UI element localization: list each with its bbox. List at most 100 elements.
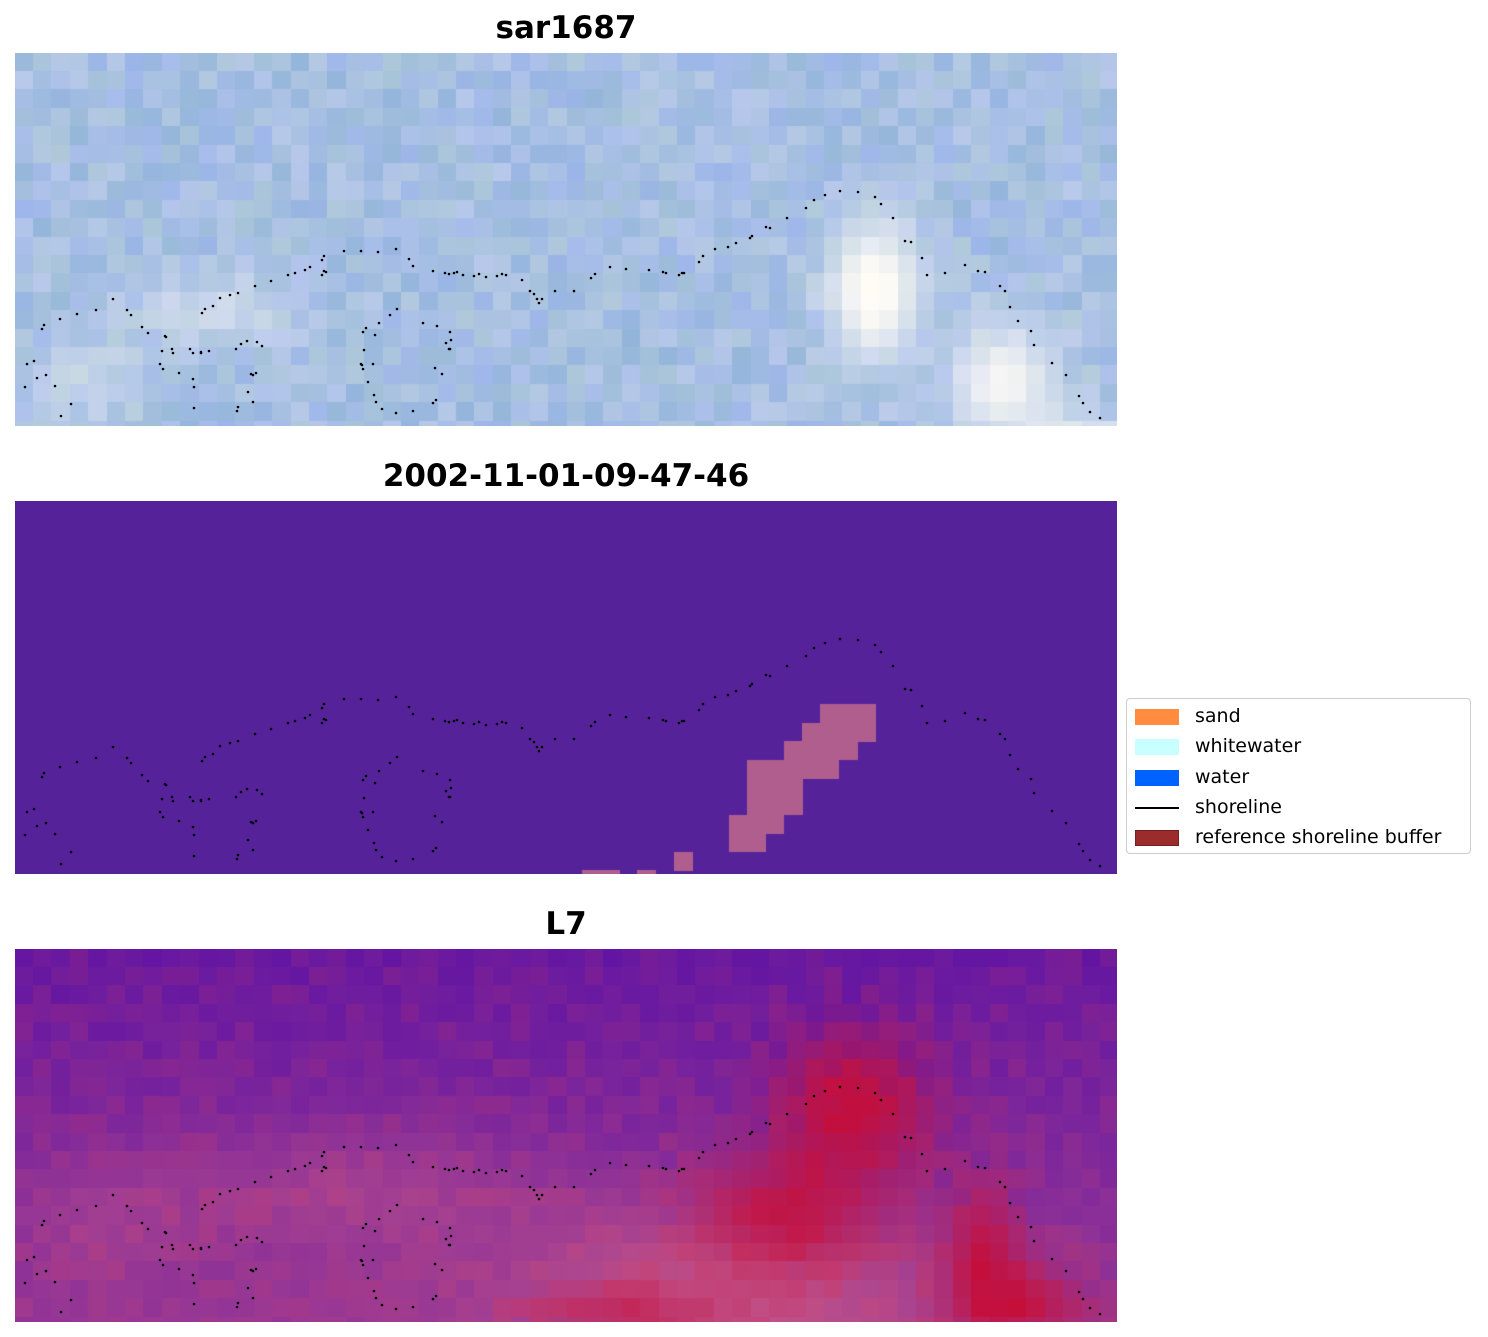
shoreline-point (461, 273, 465, 277)
shoreline-point (377, 769, 381, 773)
shoreline-point (376, 698, 380, 702)
legend-label: reference shoreline buffer (1195, 826, 1442, 848)
shoreline-point (372, 1289, 376, 1293)
shoreline-point (236, 1301, 240, 1305)
shoreline-point (25, 1258, 29, 1262)
shoreline-point (129, 313, 133, 317)
classification-image (15, 501, 1117, 874)
shoreline-point (377, 1217, 381, 1221)
shoreline-point (188, 347, 192, 351)
shoreline-point (976, 1165, 980, 1169)
shoreline-point (495, 1170, 499, 1174)
shoreline-point (320, 273, 324, 277)
shoreline-point (528, 737, 532, 741)
shoreline-point (500, 272, 504, 276)
shoreline-overlay (23, 637, 1102, 868)
shoreline-point (211, 304, 215, 308)
shoreline-point (411, 409, 415, 413)
shoreline-point (998, 732, 1002, 736)
shoreline-point (661, 1166, 665, 1170)
shoreline-point (161, 367, 165, 371)
shoreline-point (228, 1189, 232, 1193)
shoreline-point (394, 1143, 398, 1147)
shoreline-point (53, 832, 57, 836)
shoreline-point (407, 257, 411, 261)
shoreline-point (342, 1145, 346, 1149)
legend-item-sand: sand (1135, 704, 1470, 728)
shoreline-point (411, 264, 415, 268)
shoreline-point (532, 292, 536, 296)
shoreline-point (1077, 1290, 1081, 1294)
shoreline-point (251, 400, 255, 404)
shoreline-point (324, 718, 328, 722)
shoreline-point (170, 795, 174, 799)
shoreline-point (768, 1122, 772, 1126)
shoreline-point (35, 1272, 39, 1276)
shoreline-point (42, 323, 46, 327)
shoreline-point (239, 790, 243, 794)
shoreline-point (540, 745, 544, 749)
shoreline-point (785, 664, 789, 668)
shoreline-point (433, 366, 437, 370)
shoreline-point (421, 321, 425, 325)
shoreline-point (461, 721, 465, 725)
shoreline-point (320, 1154, 324, 1158)
shoreline-point (376, 1146, 380, 1150)
shoreline-point (435, 772, 439, 776)
shoreline-point (44, 373, 48, 377)
shoreline-point (856, 190, 860, 194)
shoreline-point (366, 1276, 370, 1280)
shoreline-point (537, 301, 541, 305)
shoreline-point (235, 1305, 239, 1309)
shoreline-point (69, 402, 73, 406)
shoreline-point (500, 720, 504, 724)
shoreline-point (540, 297, 544, 301)
shoreline-point (251, 1269, 255, 1273)
shoreline-point (1032, 791, 1036, 795)
shoreline-point (322, 702, 326, 706)
shoreline-point (361, 778, 365, 782)
shoreline-point (366, 380, 370, 384)
shoreline-point (129, 1209, 133, 1213)
shoreline-point (177, 819, 181, 823)
shoreline-point (129, 761, 133, 765)
shoreline-point (431, 849, 435, 853)
shoreline-point (23, 833, 27, 837)
shoreline-point (520, 726, 524, 730)
shoreline-point (380, 1303, 384, 1307)
shoreline-point (380, 407, 384, 411)
shoreline-point (734, 689, 738, 693)
shoreline-point (461, 1169, 465, 1173)
shoreline-point (1088, 410, 1092, 414)
shoreline-point (477, 272, 481, 276)
shoreline-point (192, 406, 196, 410)
shoreline-point (42, 1219, 46, 1223)
shoreline-point (191, 1273, 195, 1277)
shoreline-point (823, 1089, 827, 1093)
shoreline-point (388, 1209, 392, 1213)
shoreline-point (443, 719, 447, 723)
shoreline-point (40, 1223, 44, 1227)
shoreline-point (253, 284, 257, 288)
shoreline-point (484, 723, 488, 727)
shoreline-point (661, 718, 665, 722)
shoreline-point (251, 1296, 255, 1300)
shoreline-point (477, 1168, 481, 1172)
shoreline-point (164, 783, 168, 787)
shoreline-line-swatch (1135, 807, 1179, 809)
shoreline-point (218, 296, 222, 300)
shoreline-point (983, 270, 987, 274)
shoreline-point (553, 737, 557, 741)
shoreline-point (443, 1167, 447, 1171)
shoreline-point (680, 1167, 684, 1171)
shoreline-point (234, 1243, 238, 1247)
shoreline-point (879, 650, 883, 654)
shoreline-point (161, 1263, 165, 1267)
sand-swatch (1135, 709, 1179, 725)
shoreline-point (812, 198, 816, 202)
shoreline-point (431, 269, 435, 273)
shoreline-point (199, 1247, 203, 1251)
shoreline-point (254, 1267, 258, 1271)
shoreline-point (236, 853, 240, 857)
shoreline-point (1081, 401, 1085, 405)
